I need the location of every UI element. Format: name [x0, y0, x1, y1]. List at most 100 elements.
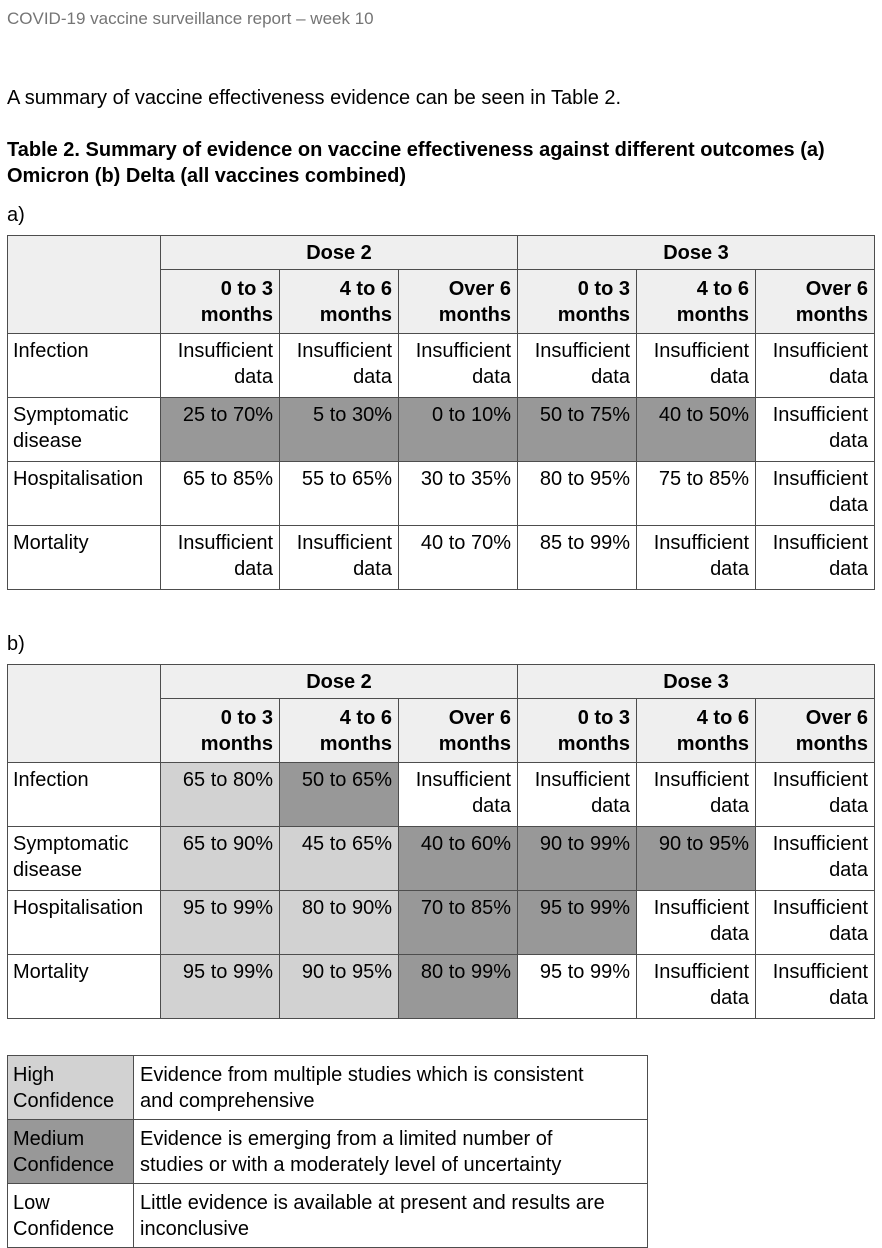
outcome-row: Mortality 95 to 99% 90 to 95% 80 to 99% 95 t…: [7, 954, 875, 1019]
effectiveness-cell: Insufficient data: [755, 461, 875, 526]
legend-row: High Confidence Evidence from multiple st…: [7, 1055, 648, 1120]
outcome-label: Mortality: [7, 525, 161, 590]
effectiveness-cell: 40 to 70%: [398, 525, 518, 590]
effectiveness-cell: 95 to 99%: [160, 890, 280, 955]
effectiveness-cell: 45 to 65%: [279, 826, 399, 891]
effectiveness-cell: Insufficient data: [636, 333, 756, 398]
effectiveness-cell: 70 to 85%: [398, 890, 518, 955]
dose-group-header: Dose 2: [160, 664, 518, 699]
effectiveness-cell: 55 to 65%: [279, 461, 399, 526]
effectiveness-cell: 80 to 90%: [279, 890, 399, 955]
legend-confidence-label: Low Confidence: [7, 1183, 134, 1248]
period-header-row: 0 to 3 months 4 to 6 months Over 6 months 0…: [8, 269, 875, 334]
effectiveness-cell: Insufficient data: [755, 525, 875, 590]
legend-description: Evidence is emerging from a limited numb…: [133, 1119, 648, 1184]
effectiveness-cell: Insufficient data: [755, 954, 875, 1019]
intro-text: A summary of vaccine effectiveness evide…: [7, 87, 622, 109]
effectiveness-cell: Insufficient data: [755, 762, 875, 827]
period-header: Over 6 months: [398, 269, 518, 334]
effectiveness-cell: Insufficient data: [636, 525, 756, 590]
outcome-label: Mortality: [7, 954, 161, 1019]
effectiveness-cell: 90 to 95%: [636, 826, 756, 891]
period-header-row: 0 to 3 months 4 to 6 months Over 6 months 0…: [8, 698, 875, 763]
effectiveness-cell: 90 to 99%: [517, 826, 637, 891]
corner-cell: [7, 664, 161, 763]
effectiveness-cell: Insufficient data: [755, 397, 875, 462]
effectiveness-cell: 95 to 99%: [517, 890, 637, 955]
table-body: Infection Insufficient data Insufficient d…: [7, 333, 875, 590]
effectiveness-cell: Insufficient data: [755, 333, 875, 398]
period-header: Over 6 months: [398, 698, 518, 763]
effectiveness-cell: 85 to 99%: [517, 525, 637, 590]
legend-row: Low Confidence Little evidence is availab…: [7, 1183, 648, 1248]
effectiveness-cell: Insufficient data: [636, 890, 756, 955]
effectiveness-cell: Insufficient data: [160, 333, 280, 398]
dose-group-header: Dose 2: [160, 235, 518, 270]
outcome-label: Symptomatic disease: [7, 397, 161, 462]
effectiveness-cell: 50 to 75%: [517, 397, 637, 462]
legend-table: High Confidence Evidence from multiple st…: [7, 1055, 648, 1248]
period-header: Over 6 months: [755, 698, 875, 763]
effectiveness-cell: Insufficient data: [636, 762, 756, 827]
effectiveness-cell: 95 to 99%: [517, 954, 637, 1019]
legend-description: Evidence from multiple studies which is …: [133, 1055, 648, 1120]
outcome-row: Hospitalisation 95 to 99% 80 to 90% 70 to 8…: [7, 890, 875, 955]
dose-group-header: Dose 3: [517, 664, 875, 699]
legend-body: High Confidence Evidence from multiple st…: [7, 1055, 648, 1248]
effectiveness-cell: Insufficient data: [517, 333, 637, 398]
effectiveness-cell: 50 to 65%: [279, 762, 399, 827]
period-header: 0 to 3 months: [517, 269, 637, 334]
dose-header-row: Dose 2 Dose 3: [7, 664, 875, 763]
effectiveness-cell: 90 to 95%: [279, 954, 399, 1019]
period-header: 4 to 6 months: [636, 269, 756, 334]
outcome-label: Infection: [7, 333, 161, 398]
effectiveness-cell: Insufficient data: [279, 525, 399, 590]
legend-row: Medium Confidence Evidence is emerging fr…: [7, 1119, 648, 1184]
outcome-label: Symptomatic disease: [7, 826, 161, 891]
outcome-row: Mortality Insufficient data Insufficient d…: [7, 525, 875, 590]
period-header: 0 to 3 months: [160, 269, 280, 334]
outcome-row: Infection 65 to 80% 50 to 65% Insufficient …: [7, 762, 875, 827]
outcome-row: Hospitalisation 65 to 85% 55 to 65% 30 to 3…: [7, 461, 875, 526]
section-label-b: b): [7, 633, 25, 655]
period-header: 4 to 6 months: [636, 698, 756, 763]
dose-group-header: Dose 3: [517, 235, 875, 270]
legend-container: High Confidence Evidence from multiple st…: [7, 1055, 875, 1248]
document-header: COVID-19 vaccine surveillance report – w…: [7, 9, 374, 28]
effectiveness-cell: 40 to 60%: [398, 826, 518, 891]
outcome-label: Infection: [7, 762, 161, 827]
outcome-label: Hospitalisation: [7, 461, 161, 526]
effectiveness-cell: 65 to 85%: [160, 461, 280, 526]
effectiveness-cell: Insufficient data: [755, 890, 875, 955]
effectiveness-cell: Insufficient data: [160, 525, 280, 590]
table-body: Infection 65 to 80% 50 to 65% Insufficient …: [7, 762, 875, 1019]
outcome-row: Infection Insufficient data Insufficient d…: [7, 333, 875, 398]
outcome-label: Hospitalisation: [7, 890, 161, 955]
effectiveness-cell: 75 to 85%: [636, 461, 756, 526]
period-header: 4 to 6 months: [279, 698, 399, 763]
effectiveness-cell: 80 to 99%: [398, 954, 518, 1019]
effectiveness-cell: Insufficient data: [755, 826, 875, 891]
effectiveness-cell: 5 to 30%: [279, 397, 399, 462]
effectiveness-cell: Insufficient data: [636, 954, 756, 1019]
effectiveness-cell: 0 to 10%: [398, 397, 518, 462]
outcome-row: Symptomatic disease 25 to 70% 5 to 30% 0 to…: [7, 397, 875, 462]
outcome-row: Symptomatic disease 65 to 90% 45 to 65% 40 …: [7, 826, 875, 891]
section-label-a: a): [7, 204, 25, 226]
effectiveness-cell: 65 to 80%: [160, 762, 280, 827]
corner-cell: [7, 235, 161, 334]
period-header: 0 to 3 months: [160, 698, 280, 763]
effectiveness-cell: 80 to 95%: [517, 461, 637, 526]
period-header: 4 to 6 months: [279, 269, 399, 334]
effectiveness-cell: 65 to 90%: [160, 826, 280, 891]
effectiveness-cell: Insufficient data: [398, 762, 518, 827]
effectiveness-cell: 30 to 35%: [398, 461, 518, 526]
legend-confidence-label: Medium Confidence: [7, 1119, 134, 1184]
